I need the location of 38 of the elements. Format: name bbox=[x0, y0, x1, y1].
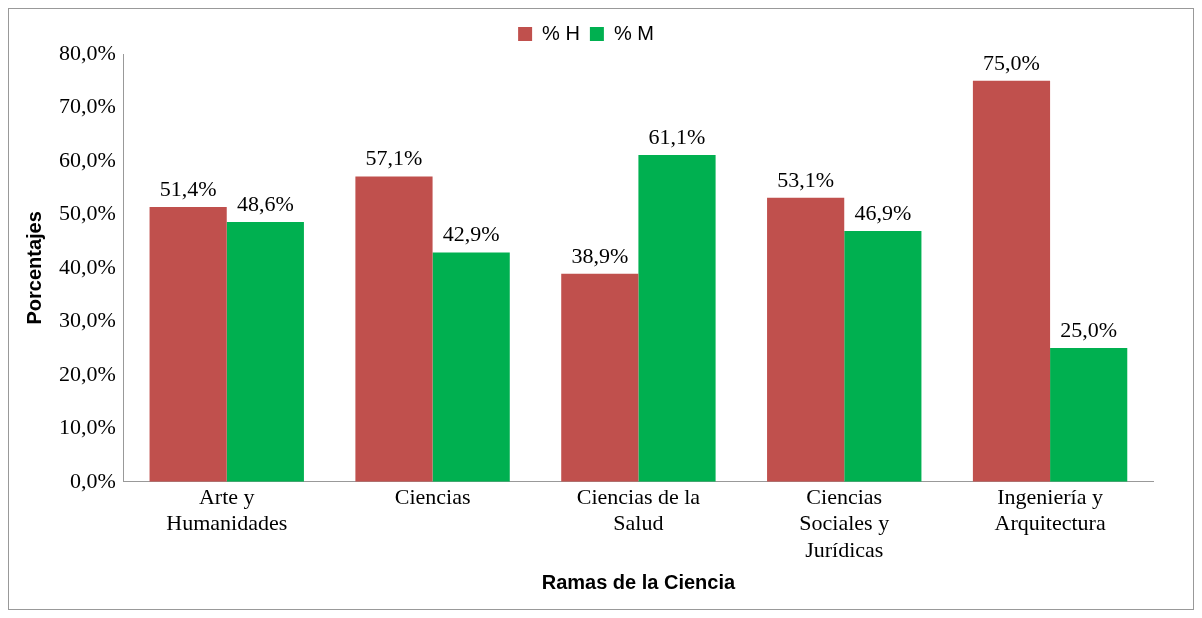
bar bbox=[638, 155, 716, 482]
y-tick-label: 80,0% bbox=[59, 39, 116, 65]
y-axis-title: Porcentajes bbox=[22, 211, 45, 325]
x-tick-label: Ciencias de la Salud bbox=[576, 483, 701, 536]
y-tick-label: 20,0% bbox=[59, 360, 116, 386]
bar bbox=[149, 206, 227, 482]
y-tick-label: 60,0% bbox=[59, 146, 116, 172]
bar bbox=[972, 80, 1051, 482]
data-label: 53,1% bbox=[777, 166, 835, 192]
x-axis-title: Ramas de la Ciencia bbox=[541, 570, 736, 593]
data-label: 38,9% bbox=[571, 242, 629, 268]
data-label: 51,4% bbox=[159, 175, 217, 201]
data-label: 25,0% bbox=[1060, 316, 1118, 342]
x-tick-label: Ciencias Sociales y Jurídicas bbox=[799, 483, 890, 562]
bar bbox=[767, 197, 845, 482]
y-tick-label: 10,0% bbox=[59, 414, 116, 440]
x-tick-label: Ingeniería y Arquitectura bbox=[994, 483, 1106, 536]
data-label: 61,1% bbox=[648, 123, 706, 149]
y-tick-label: 70,0% bbox=[59, 93, 116, 119]
bar bbox=[226, 221, 304, 482]
data-label: 75,0% bbox=[983, 49, 1040, 75]
data-label: 57,1% bbox=[365, 145, 423, 171]
bar bbox=[561, 273, 639, 482]
data-label: 46,9% bbox=[854, 199, 912, 225]
y-tick-label: 0,0% bbox=[70, 467, 116, 493]
legend-label: % M bbox=[613, 21, 654, 44]
bar bbox=[844, 231, 922, 482]
y-tick-label: 40,0% bbox=[59, 253, 116, 279]
y-tick-label: 50,0% bbox=[59, 200, 116, 226]
bar bbox=[355, 176, 433, 482]
legend-label: % H bbox=[542, 21, 580, 44]
y-tick-label: 30,0% bbox=[59, 307, 116, 333]
x-tick-label: Arte y Humanidades bbox=[166, 483, 288, 536]
bar bbox=[1050, 348, 1128, 482]
data-label: 42,9% bbox=[442, 221, 500, 247]
x-tick-label: Ciencias bbox=[394, 483, 471, 509]
bar bbox=[432, 252, 510, 482]
data-label: 48,6% bbox=[236, 190, 294, 216]
